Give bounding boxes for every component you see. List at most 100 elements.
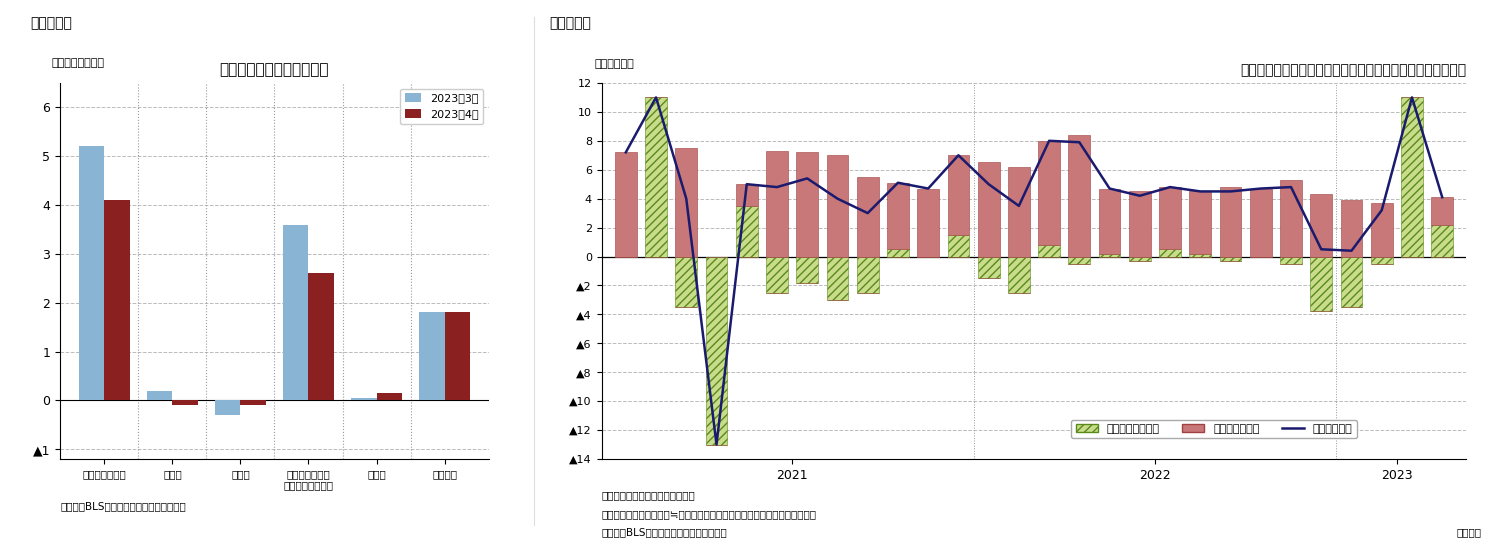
Text: （図表４）: （図表４） bbox=[549, 17, 591, 30]
Text: （前月差、万人）: （前月差、万人） bbox=[51, 58, 105, 68]
Text: （図表３）: （図表３） bbox=[30, 17, 72, 30]
Bar bbox=[1432, 197, 1453, 225]
Bar bbox=[1160, 249, 1181, 257]
週当たり賣金 bbox=[1403, 94, 1421, 101]
Bar bbox=[1340, 200, 1363, 257]
Bar bbox=[735, 206, 758, 257]
Bar bbox=[675, 148, 698, 257]
Bar bbox=[887, 249, 908, 257]
Bar bbox=[1068, 135, 1090, 257]
Bar bbox=[1130, 257, 1151, 261]
週当たり賣金 bbox=[979, 181, 997, 187]
Bar bbox=[857, 257, 878, 293]
Text: 週当たり賣金伸び率≒週当たり労働時間伸び率＋時間当たり賣金伸び率: 週当たり賣金伸び率≒週当たり労働時間伸び率＋時間当たり賣金伸び率 bbox=[602, 509, 817, 519]
週当たり賣金 bbox=[1281, 184, 1299, 190]
Bar bbox=[978, 257, 1000, 278]
Bar bbox=[796, 153, 818, 257]
週当たり賣金 bbox=[1071, 139, 1089, 145]
Bar bbox=[857, 177, 878, 257]
Bar bbox=[418, 312, 445, 400]
Title: 前月分・前々月分の改定幅: 前月分・前々月分の改定幅 bbox=[220, 62, 329, 77]
Bar bbox=[173, 400, 199, 405]
Bar bbox=[1370, 257, 1393, 264]
Bar bbox=[1402, 97, 1423, 257]
週当たり賣金 bbox=[829, 195, 847, 202]
Bar bbox=[78, 147, 104, 400]
Bar bbox=[948, 235, 969, 257]
週当たり賣金 bbox=[1191, 188, 1209, 195]
週当たり賣金 bbox=[1009, 202, 1027, 209]
Bar bbox=[615, 153, 636, 257]
Bar bbox=[917, 189, 938, 257]
Bar bbox=[735, 184, 758, 206]
週当たり賣金 bbox=[1373, 207, 1391, 213]
週当たり賣金 bbox=[769, 184, 787, 190]
週当たり賣金 bbox=[1041, 138, 1059, 144]
Text: （資料）BLSよりニッセイ基礎研究所作成: （資料）BLSよりニッセイ基礎研究所作成 bbox=[602, 528, 728, 538]
週当たり賣金 bbox=[1343, 247, 1361, 254]
週当たり賣金 bbox=[919, 185, 937, 192]
週当たり賣金 bbox=[1311, 246, 1330, 253]
Bar bbox=[350, 398, 376, 400]
Bar bbox=[827, 257, 848, 300]
週当たり賣金 bbox=[617, 149, 635, 156]
Bar bbox=[1370, 203, 1393, 257]
Bar bbox=[283, 225, 308, 400]
Bar bbox=[241, 400, 266, 405]
Text: （注）前月比伸び率（年率換算）: （注）前月比伸び率（年率換算） bbox=[602, 490, 695, 500]
週当たり賣金 bbox=[949, 152, 967, 159]
Bar bbox=[146, 390, 173, 400]
Bar bbox=[1190, 191, 1211, 254]
週当たり賣金 bbox=[1161, 184, 1179, 190]
Bar bbox=[1099, 189, 1120, 254]
週当たり賣金 bbox=[889, 179, 907, 186]
Bar bbox=[978, 163, 1000, 257]
Bar bbox=[1099, 254, 1120, 257]
Bar bbox=[1280, 257, 1302, 264]
週当たり賣金 bbox=[799, 175, 817, 182]
Text: （資料）BLSよりニッセイ基礎研究所作成: （資料）BLSよりニッセイ基礎研究所作成 bbox=[60, 501, 186, 511]
Bar bbox=[1008, 167, 1030, 257]
Bar bbox=[766, 257, 788, 293]
Bar bbox=[1432, 225, 1453, 257]
Bar bbox=[1160, 187, 1181, 249]
Bar bbox=[376, 393, 403, 400]
週当たり賣金 bbox=[677, 195, 695, 202]
Legend: 週当たり労働時間, 時間当たり賣金, 週当たり賣金: 週当たり労働時間, 時間当たり賣金, 週当たり賣金 bbox=[1071, 420, 1357, 439]
Bar bbox=[104, 200, 131, 400]
Bar bbox=[1038, 141, 1060, 245]
Legend: 2023年3月, 2023年4月: 2023年3月, 2023年4月 bbox=[400, 88, 483, 124]
週当たり賣金 bbox=[1101, 185, 1119, 192]
週当たり賣金 bbox=[1221, 188, 1239, 195]
Bar bbox=[215, 400, 241, 415]
Bar bbox=[827, 155, 848, 257]
Bar bbox=[1280, 180, 1302, 257]
Bar bbox=[1310, 194, 1333, 257]
Bar bbox=[1250, 189, 1272, 257]
週当たり賣金 bbox=[859, 210, 877, 216]
週当たり賣金 bbox=[1251, 185, 1269, 192]
Text: （年率、％）: （年率、％） bbox=[594, 59, 633, 69]
Bar bbox=[1068, 257, 1090, 264]
Bar bbox=[948, 155, 969, 235]
Bar bbox=[1220, 257, 1241, 261]
Bar bbox=[675, 257, 698, 307]
Line: 週当たり賣金: 週当たり賣金 bbox=[626, 97, 1442, 445]
Bar bbox=[645, 97, 666, 257]
Bar bbox=[1310, 257, 1333, 311]
Bar bbox=[796, 257, 818, 283]
Text: （月次）: （月次） bbox=[1456, 528, 1481, 538]
Text: 民間非農業部門の週当たり賣金伸び率（年率換算、寄与度）: 民間非農業部門の週当たり賣金伸び率（年率換算、寄与度） bbox=[1241, 64, 1466, 77]
週当たり賣金 bbox=[1131, 192, 1149, 199]
Bar bbox=[308, 273, 334, 400]
週当たり賣金 bbox=[1433, 194, 1451, 201]
Bar bbox=[1190, 254, 1211, 257]
Bar bbox=[1220, 187, 1241, 257]
Bar bbox=[1340, 257, 1363, 307]
Bar bbox=[1038, 245, 1060, 257]
週当たり賣金 bbox=[647, 94, 665, 101]
Bar bbox=[887, 182, 908, 249]
Bar bbox=[705, 257, 728, 445]
Bar bbox=[1008, 257, 1030, 293]
週当たり賣金 bbox=[707, 441, 725, 448]
